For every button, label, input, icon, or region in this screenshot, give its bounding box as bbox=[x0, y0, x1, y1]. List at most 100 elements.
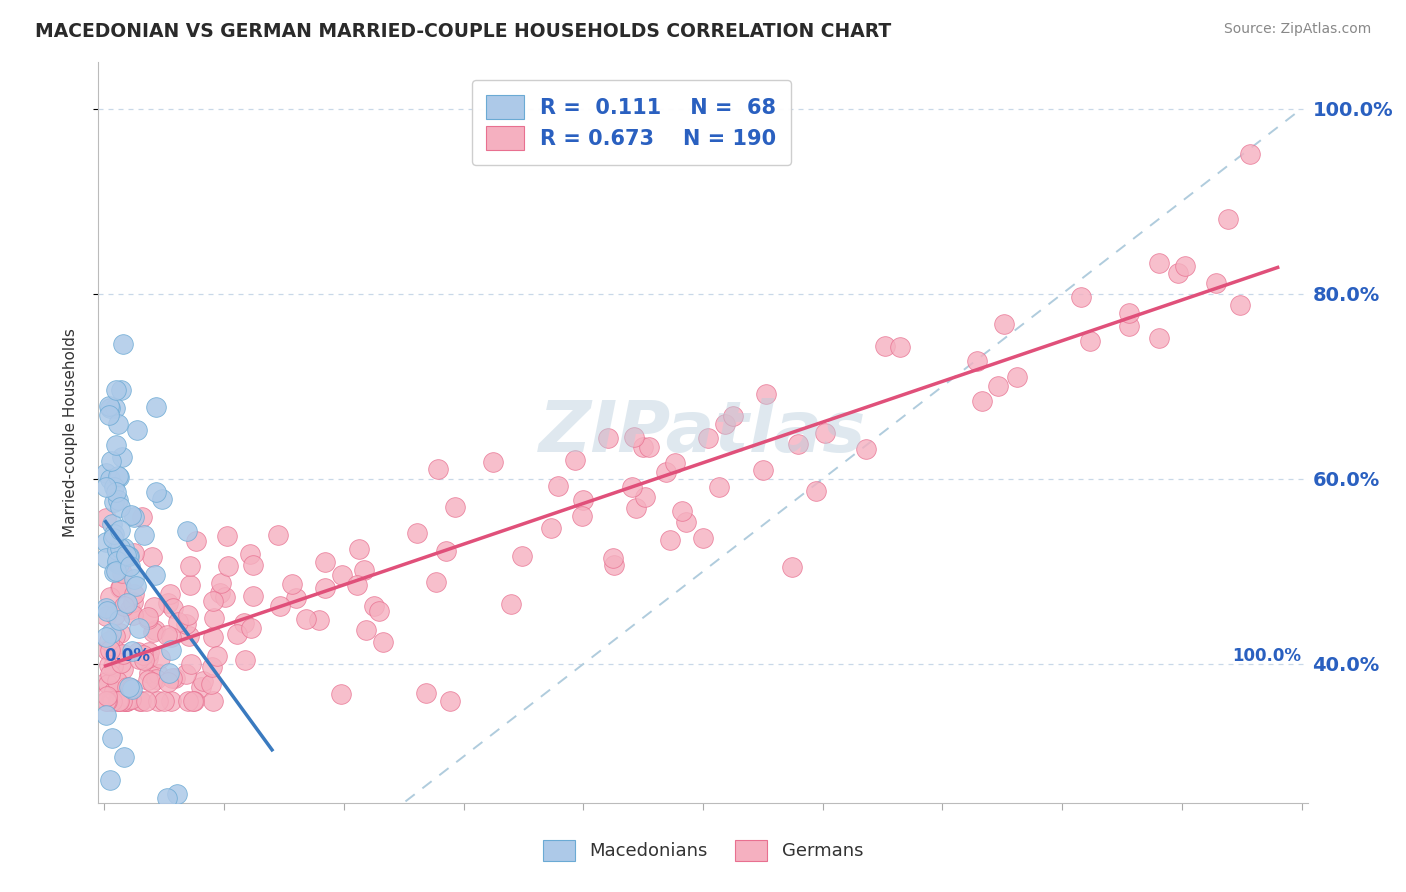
Point bbox=[121, 682, 143, 697]
Point bbox=[233, 653, 256, 667]
Point bbox=[751, 463, 773, 477]
Point bbox=[181, 694, 204, 708]
Point bbox=[98, 658, 121, 673]
Point bbox=[142, 624, 165, 639]
Point bbox=[1205, 276, 1227, 290]
Point bbox=[114, 694, 136, 708]
Point bbox=[132, 648, 155, 662]
Point bbox=[177, 607, 200, 622]
Point bbox=[94, 608, 117, 623]
Point bbox=[131, 509, 153, 524]
Point bbox=[621, 480, 644, 494]
Point bbox=[145, 485, 167, 500]
Point bbox=[96, 604, 118, 618]
Point bbox=[103, 566, 125, 580]
Point bbox=[111, 662, 134, 676]
Point bbox=[804, 484, 827, 499]
Text: MACEDONIAN VS GERMAN MARRIED-COUPLE HOUSEHOLDS CORRELATION CHART: MACEDONIAN VS GERMAN MARRIED-COUPLE HOUS… bbox=[35, 22, 891, 41]
Point bbox=[100, 517, 122, 532]
Point bbox=[112, 599, 135, 613]
Point bbox=[101, 731, 124, 745]
Point bbox=[98, 472, 121, 486]
Point bbox=[136, 650, 159, 665]
Point bbox=[120, 681, 142, 695]
Point bbox=[191, 673, 214, 688]
Point bbox=[156, 791, 179, 805]
Point bbox=[572, 492, 595, 507]
Point bbox=[242, 558, 264, 573]
Point bbox=[205, 648, 228, 663]
Point bbox=[98, 667, 121, 681]
Point bbox=[145, 567, 167, 582]
Point bbox=[1118, 319, 1140, 334]
Point bbox=[103, 683, 125, 698]
Point bbox=[1167, 266, 1189, 280]
Point bbox=[631, 440, 654, 454]
Point bbox=[267, 528, 290, 542]
Point bbox=[110, 657, 132, 671]
Point bbox=[108, 613, 131, 627]
Point bbox=[1147, 255, 1170, 269]
Point bbox=[97, 677, 120, 691]
Point bbox=[655, 465, 678, 479]
Point bbox=[98, 401, 121, 416]
Point bbox=[269, 599, 291, 613]
Legend: Macedonians, Germans: Macedonians, Germans bbox=[536, 832, 870, 868]
Point bbox=[855, 442, 877, 457]
Point bbox=[177, 629, 200, 643]
Point bbox=[368, 604, 391, 618]
Point bbox=[814, 425, 837, 440]
Point bbox=[889, 340, 911, 354]
Point bbox=[202, 594, 225, 608]
Point bbox=[510, 549, 533, 563]
Point bbox=[132, 528, 155, 542]
Point bbox=[103, 527, 125, 541]
Point bbox=[108, 558, 131, 572]
Point bbox=[107, 694, 129, 708]
Point bbox=[993, 318, 1015, 332]
Point bbox=[167, 615, 190, 629]
Point bbox=[481, 455, 503, 469]
Point bbox=[186, 534, 208, 549]
Point bbox=[436, 544, 458, 558]
Point bbox=[122, 587, 145, 601]
Point bbox=[98, 772, 121, 787]
Point bbox=[117, 549, 139, 563]
Point bbox=[166, 787, 188, 801]
Point bbox=[125, 579, 148, 593]
Point bbox=[443, 500, 465, 515]
Point bbox=[110, 581, 132, 595]
Point bbox=[174, 667, 197, 681]
Point bbox=[136, 673, 159, 688]
Point bbox=[1005, 370, 1028, 384]
Point bbox=[105, 673, 128, 688]
Point bbox=[108, 626, 131, 640]
Point bbox=[103, 642, 125, 657]
Point bbox=[157, 596, 180, 610]
Point bbox=[692, 531, 714, 545]
Point bbox=[146, 667, 169, 681]
Point bbox=[97, 408, 120, 422]
Text: 100.0%: 100.0% bbox=[1233, 648, 1302, 665]
Point bbox=[108, 581, 131, 595]
Point bbox=[214, 590, 236, 604]
Point bbox=[94, 675, 117, 690]
Point bbox=[96, 510, 118, 524]
Point bbox=[100, 454, 122, 468]
Point bbox=[623, 429, 645, 443]
Point bbox=[371, 634, 394, 648]
Point bbox=[209, 586, 232, 600]
Point bbox=[346, 578, 368, 592]
Point bbox=[239, 547, 262, 561]
Point bbox=[1174, 259, 1197, 273]
Point bbox=[782, 560, 804, 574]
Point bbox=[141, 549, 163, 564]
Point bbox=[138, 645, 160, 659]
Point bbox=[176, 524, 198, 538]
Point bbox=[156, 675, 179, 690]
Point bbox=[295, 611, 318, 625]
Point bbox=[121, 643, 143, 657]
Point bbox=[179, 559, 201, 574]
Point bbox=[242, 590, 264, 604]
Point bbox=[162, 600, 184, 615]
